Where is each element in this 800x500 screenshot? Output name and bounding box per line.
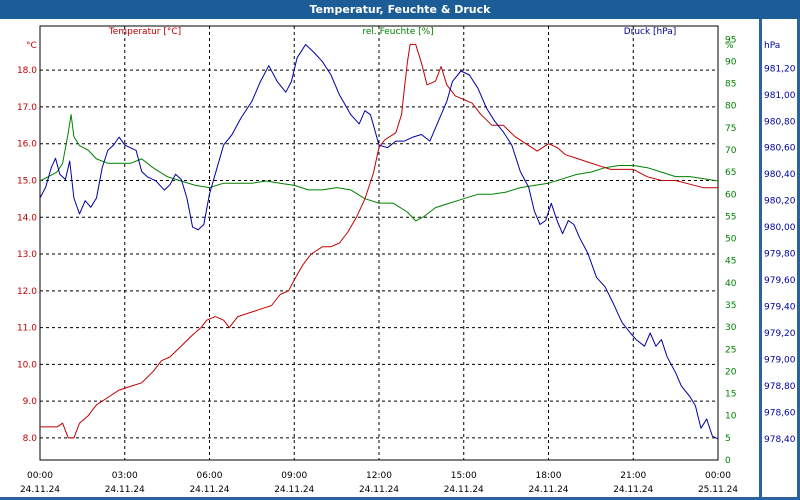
press-tick-label: 978,80 [764,382,796,392]
hum-tick-label: 70 [725,146,737,156]
hum-tick-label: 80 [725,102,737,112]
x-tick-date: 24.11.24 [359,485,399,495]
grid [39,25,719,461]
press-tick-label: 980,40 [764,170,796,180]
legend-press: Druck [hPa] [624,27,677,37]
legend-temp: Temperatur [°C] [108,27,181,37]
temp-tick-label: 8.0 [23,434,38,444]
temp-tick-label: 18.0 [17,66,37,76]
x-tick-time: 00:00 [705,471,731,481]
press-tick-label: 979,20 [764,329,796,339]
hum-tick-label: 25 [725,345,736,355]
x-tick-time: 00:00 [27,471,53,481]
x-tick-time: 15:00 [451,471,477,481]
x-tick-time: 03:00 [112,471,138,481]
x-tick-date: 24.11.24 [613,485,653,495]
press-tick-label: 979,80 [764,250,796,260]
hum-tick-label: 50 [725,235,737,245]
temp-axis-unit: °C [26,41,37,51]
hum-tick-label: 20 [725,367,737,377]
series-lines [39,43,719,440]
hum-tick-label: 75 [725,124,736,134]
temp-tick-label: 14.0 [17,213,37,223]
temp-tick-label: 12.0 [17,287,37,297]
legend: Temperatur [°C] rel. Feuchte [%] Druck [hP… [108,27,676,37]
hum-tick-label: 90 [725,57,737,67]
press-tick-label: 980,20 [764,197,796,207]
press-tick-label: 978,40 [764,435,796,445]
x-tick-date: 25.11.24 [698,485,738,495]
temp-tick-label: 13.0 [17,250,37,260]
x-tick-date: 24.11.24 [444,485,484,495]
hum-tick-label: 15 [725,390,736,400]
press-tick-label: 979,40 [764,303,796,313]
hum-tick-label: 35 [725,301,736,311]
legend-hum: rel. Feuchte [%] [362,27,433,37]
hum-tick-label: 85 [725,80,736,90]
temp-tick-label: 9.0 [23,397,38,407]
x-tick-time: 09:00 [281,471,307,481]
x-tick-date: 24.11.24 [189,485,229,495]
hum-tick-label: 55 [725,212,736,222]
hum-tick-label: 30 [725,323,737,333]
hum-tick-label: 95 [725,35,736,45]
hum-tick-label: 0 [725,456,731,466]
hum-tick-label: 10 [725,412,737,422]
press-tick-label: 981,20 [764,64,796,74]
hum-axis-unit: % [725,41,734,51]
hum-tick-label: 5 [725,434,731,444]
temp-tick-label: 16.0 [17,140,37,150]
series-press-line [39,44,719,440]
axis-divider [759,19,762,500]
press-axis-unit: hPa [764,41,780,51]
press-tick-label: 979,60 [764,276,796,286]
x-tick-time: 21:00 [620,471,646,481]
x-tick-time: 06:00 [197,471,223,481]
chart-title: Temperatur, Feuchte & Druck [0,0,800,19]
press-tick-label: 979,00 [764,355,796,365]
press-tick-label: 978,60 [764,408,796,418]
x-tick-date: 24.11.24 [274,485,314,495]
hum-tick-label: 40 [725,279,737,289]
series-temp-line [40,43,718,439]
x-tick-date: 24.11.24 [105,485,145,495]
x-tick-date: 24.11.24 [20,485,60,495]
press-tick-label: 980,00 [764,223,796,233]
window-border-right [797,19,800,500]
hum-tick-label: 65 [725,168,736,178]
temp-tick-label: 11.0 [17,324,37,334]
x-tick-time: 18:00 [536,471,562,481]
x-tick-time: 12:00 [366,471,392,481]
temp-tick-label: 10.0 [17,360,37,370]
temp-tick-label: 15.0 [17,176,37,186]
x-tick-date: 24.11.24 [528,485,568,495]
press-tick-label: 981,00 [764,91,796,101]
press-tick-label: 980,60 [764,144,796,154]
press-tick-label: 980,80 [764,117,796,127]
window-border-bottom [0,497,800,500]
temp-tick-label: 17.0 [17,103,37,113]
hum-tick-label: 45 [725,257,736,267]
hum-tick-label: 60 [725,190,737,200]
axes: 00:00 24.11.24 03:00 24.11.24 06:00 24.11.24 0… [17,35,796,495]
series-hum-line [39,114,719,222]
